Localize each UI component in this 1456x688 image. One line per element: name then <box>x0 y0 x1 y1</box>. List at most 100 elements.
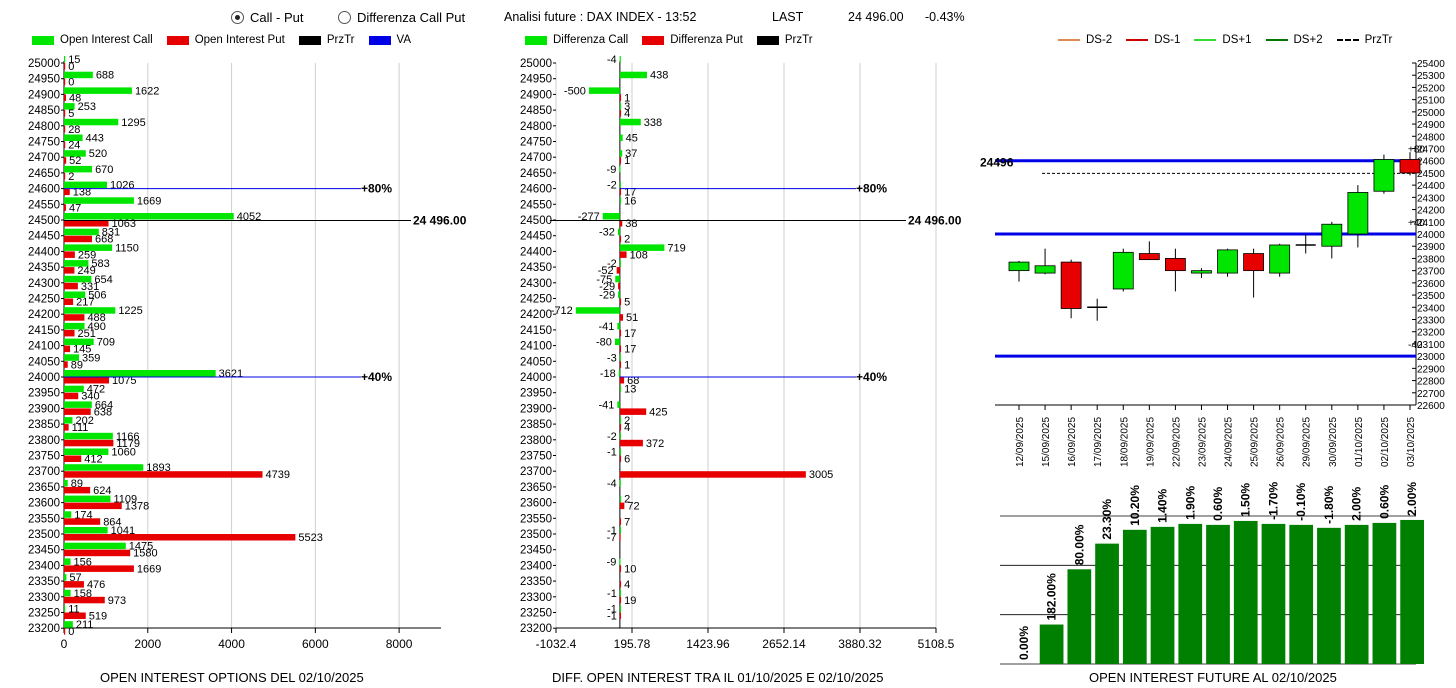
candle-y-tick-label: 24700 <box>1417 145 1445 156</box>
oi-bar-put <box>64 471 263 478</box>
oi-bar-call <box>64 71 93 79</box>
oi-bar-put <box>64 439 114 447</box>
radio-differenza[interactable]: Differenza Call Put <box>338 10 465 25</box>
future-data-label: 10.20% <box>1128 485 1142 526</box>
candle-y-tick-label: 24500 <box>1417 169 1445 180</box>
oi-bar-call <box>64 197 134 204</box>
radio-dot-icon <box>338 11 351 24</box>
candle-y-tick-label: 23800 <box>1417 254 1445 265</box>
diff-bar-call <box>619 527 622 534</box>
oi-bar-call <box>64 87 132 94</box>
candle-body <box>1008 261 1030 272</box>
legend-swatch-icon <box>1265 39 1288 41</box>
diff-data-label: 1 <box>624 359 630 371</box>
candle-x-tick-label: 16/09/2025 <box>1067 417 1078 467</box>
diff-data-label: 108 <box>630 249 648 261</box>
future-data-label: 182.00% <box>1045 573 1059 621</box>
future-data-label: 0.60% <box>1211 487 1225 521</box>
oi-bar-put <box>64 486 91 494</box>
oi-data-label: 253 <box>78 101 96 113</box>
oi-data-label: 1669 <box>137 195 161 207</box>
oi-data-label: 0 <box>68 61 74 73</box>
oi-data-label: 1150 <box>115 242 139 254</box>
future-data-label: 1.40% <box>1156 488 1170 522</box>
candle-body <box>1138 253 1160 261</box>
oi-strike-label: 23650 <box>28 482 60 494</box>
diff-data-label: -1 <box>607 611 617 623</box>
header-change: -0.43% <box>925 10 965 24</box>
oi-strike-label: 24550 <box>28 199 60 211</box>
oi-data-label: 1580 <box>133 548 157 560</box>
oi-bar-put <box>64 392 79 400</box>
legend-swatch-icon <box>756 35 779 45</box>
diff-bar-call <box>619 589 622 597</box>
candle-x-tick-label: 01/10/2025 <box>1354 417 1365 467</box>
oi-data-label: 412 <box>84 454 102 466</box>
oi-bar-put <box>64 282 78 290</box>
diff-bar-call <box>619 385 622 393</box>
diff-bar-put <box>619 377 625 384</box>
oi-bar-put <box>64 125 66 133</box>
oi-data-label: 654 <box>94 274 112 286</box>
oi-strike-label: 24050 <box>28 356 60 368</box>
oi-data-label: 28 <box>68 124 80 136</box>
legend-label: DS+1 <box>1222 34 1252 46</box>
diff-x-tick-label: 195.78 <box>614 637 651 651</box>
diff-bar-call <box>617 322 620 330</box>
oi-data-label: 211 <box>76 619 94 631</box>
candle-y-tick-label: 22700 <box>1417 389 1445 400</box>
oi-bar-put <box>64 188 70 196</box>
diff-data-label: 719 <box>667 242 685 254</box>
oi-strike-label: 24400 <box>28 246 60 258</box>
legend-diff-item-1: Differenza Put <box>642 34 743 46</box>
oi-data-label: 519 <box>89 611 107 623</box>
candle-x-tick-label: 26/09/2025 <box>1276 417 1287 467</box>
diff-data-label: 2 <box>624 415 630 427</box>
future-data-label: 23.30% <box>1100 499 1114 540</box>
oi-data-label: 249 <box>77 265 95 277</box>
diff-bar-put <box>619 220 623 227</box>
future-data-label: 2.00% <box>1405 482 1419 516</box>
oi-data-label: 668 <box>95 234 113 246</box>
oi-bar-call <box>64 558 71 565</box>
diff-data-label: 38 <box>625 218 637 230</box>
oi-strike-label: 24350 <box>28 262 60 274</box>
oi-bar-call <box>64 260 89 267</box>
oi-data-label: 5 <box>68 108 74 120</box>
oi-bar-call <box>64 385 84 393</box>
oi-data-label: 3621 <box>219 368 243 380</box>
diff-przTr-label: 24 496.00 <box>908 214 962 228</box>
oi-bar-call <box>64 228 99 236</box>
diff-bar-put <box>619 314 624 321</box>
radio-call-put[interactable]: Call - Put <box>231 10 303 25</box>
diff-bar-call <box>619 197 622 204</box>
oi-data-label: 11 <box>68 604 79 616</box>
oi-strike-label: 24000 <box>28 372 60 384</box>
candle-body <box>1373 159 1395 192</box>
diff-bar-put <box>619 518 622 525</box>
candle-y-tick-label: 23100 <box>1417 340 1445 351</box>
oi-x-tick-label: 8000 <box>386 637 413 651</box>
diff-strike-label: 23850 <box>520 419 552 431</box>
legend-oi-item-3: VA <box>368 34 411 46</box>
oi-bar-put <box>64 628 66 635</box>
future-bar <box>1206 524 1230 664</box>
oi-data-label: 1378 <box>125 501 149 513</box>
diff-bar-put <box>619 94 622 101</box>
diff-bar-call <box>619 181 621 189</box>
diff-x-tick-label: 5108.5 <box>918 637 955 651</box>
oi-data-label: 1026 <box>110 180 134 192</box>
diff-data-label: -4 <box>607 478 617 490</box>
diff-bar-put <box>619 565 622 572</box>
diff-data-label: -75 <box>596 274 612 286</box>
diff-strike-label: 24300 <box>520 278 552 290</box>
oi-bar-put <box>64 314 85 321</box>
oi-bar-put <box>64 220 109 227</box>
diff-bar-call <box>619 479 621 487</box>
legend-label: Differenza Call <box>553 34 629 46</box>
oi-bar-call <box>64 103 75 110</box>
oi-strike-label: 23550 <box>28 513 60 525</box>
oi-data-label: 0 <box>68 77 74 89</box>
